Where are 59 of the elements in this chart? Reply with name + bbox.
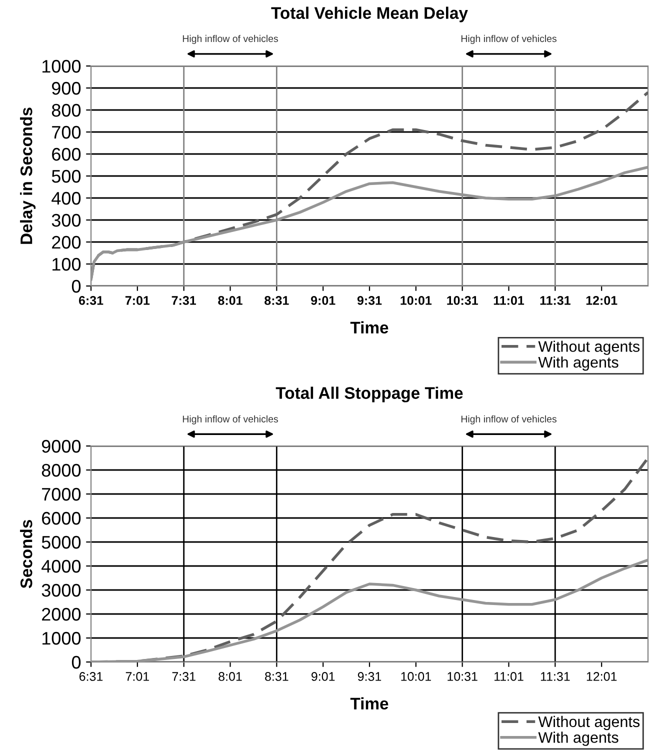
x-tick-label: 9:31 — [358, 672, 382, 681]
y-tick-label: 6000 — [42, 512, 81, 525]
x-tick-label: 9:31 — [357, 296, 382, 305]
y-tick-label: 400 — [52, 192, 81, 205]
x-tick-label: 6:31 — [79, 672, 103, 681]
x-tick-label: 9:01 — [311, 296, 336, 305]
x-tick-label: 10:01 — [401, 672, 431, 681]
y-tick-label: 200 — [52, 236, 81, 249]
x-tick-label: 10:31 — [447, 296, 478, 305]
text: High inflow of vehicles — [182, 415, 278, 424]
legend-label: With agents — [538, 356, 618, 371]
y-tick-label: 7000 — [42, 488, 81, 501]
y-tick-label: 9000 — [42, 440, 81, 453]
x-axis-title: Time — [350, 697, 388, 710]
y-axis-title: Seconds — [20, 520, 32, 588]
text: High inflow of vehicles — [461, 34, 556, 44]
x-tick-label: 11:31 — [540, 672, 570, 681]
y-tick-label: 700 — [52, 126, 81, 139]
y-tick-label: 300 — [52, 214, 81, 227]
y-tick-label: 0 — [72, 280, 81, 293]
y-tick-label: 5000 — [42, 536, 81, 549]
y-tick-label: 3000 — [42, 584, 81, 597]
legend-label: Without agents — [538, 340, 640, 355]
x-tick-label: 7:31 — [172, 296, 196, 305]
x-axis-title: Time — [350, 321, 388, 334]
chart-title: Total All Stoppage Time — [276, 386, 463, 402]
x-tick-label: 10:01 — [400, 296, 432, 305]
x-tick-label: 8:31 — [264, 296, 289, 305]
x-tick-label: 7:01 — [126, 672, 149, 681]
y-tick-label: 100 — [52, 258, 81, 271]
x-tick-label: 11:01 — [494, 672, 524, 681]
x-tick-label: 11:01 — [494, 296, 524, 305]
y-tick-label: 900 — [52, 82, 81, 95]
y-axis-title: Delay in Seconds — [20, 108, 36, 244]
x-tick-label: 10:31 — [448, 672, 478, 681]
y-tick-label: 2000 — [42, 608, 81, 621]
x-tick-label: 8:01 — [218, 672, 242, 681]
y-tick-label: 500 — [52, 170, 81, 183]
x-tick-label: 8:01 — [218, 296, 242, 305]
chart-title: Total Vehicle Mean Delay — [271, 6, 468, 22]
text: High inflow of vehicles — [182, 34, 278, 44]
y-tick-label: 1000 — [42, 60, 81, 73]
x-tick-label: 12:01 — [586, 672, 617, 681]
y-tick-label: 4000 — [42, 560, 81, 573]
x-tick-label: 9:01 — [312, 672, 335, 681]
y-tick-label: 0 — [72, 656, 81, 669]
x-tick-label: 11:31 — [540, 296, 570, 305]
x-tick-label: 7:01 — [125, 296, 150, 305]
legend-label: With agents — [538, 732, 618, 746]
x-tick-label: 6:31 — [78, 296, 104, 305]
y-tick-label: 8000 — [42, 464, 81, 477]
y-tick-label: 800 — [52, 104, 81, 117]
y-tick-label: 600 — [52, 148, 81, 161]
y-tick-label: 1000 — [42, 632, 81, 645]
text: High inflow of vehicles — [461, 415, 556, 424]
x-tick-label: 12:01 — [586, 296, 618, 305]
x-tick-label: 8:31 — [265, 672, 288, 681]
x-tick-label: 7:31 — [172, 672, 196, 681]
legend-label: Without agents — [538, 716, 640, 730]
